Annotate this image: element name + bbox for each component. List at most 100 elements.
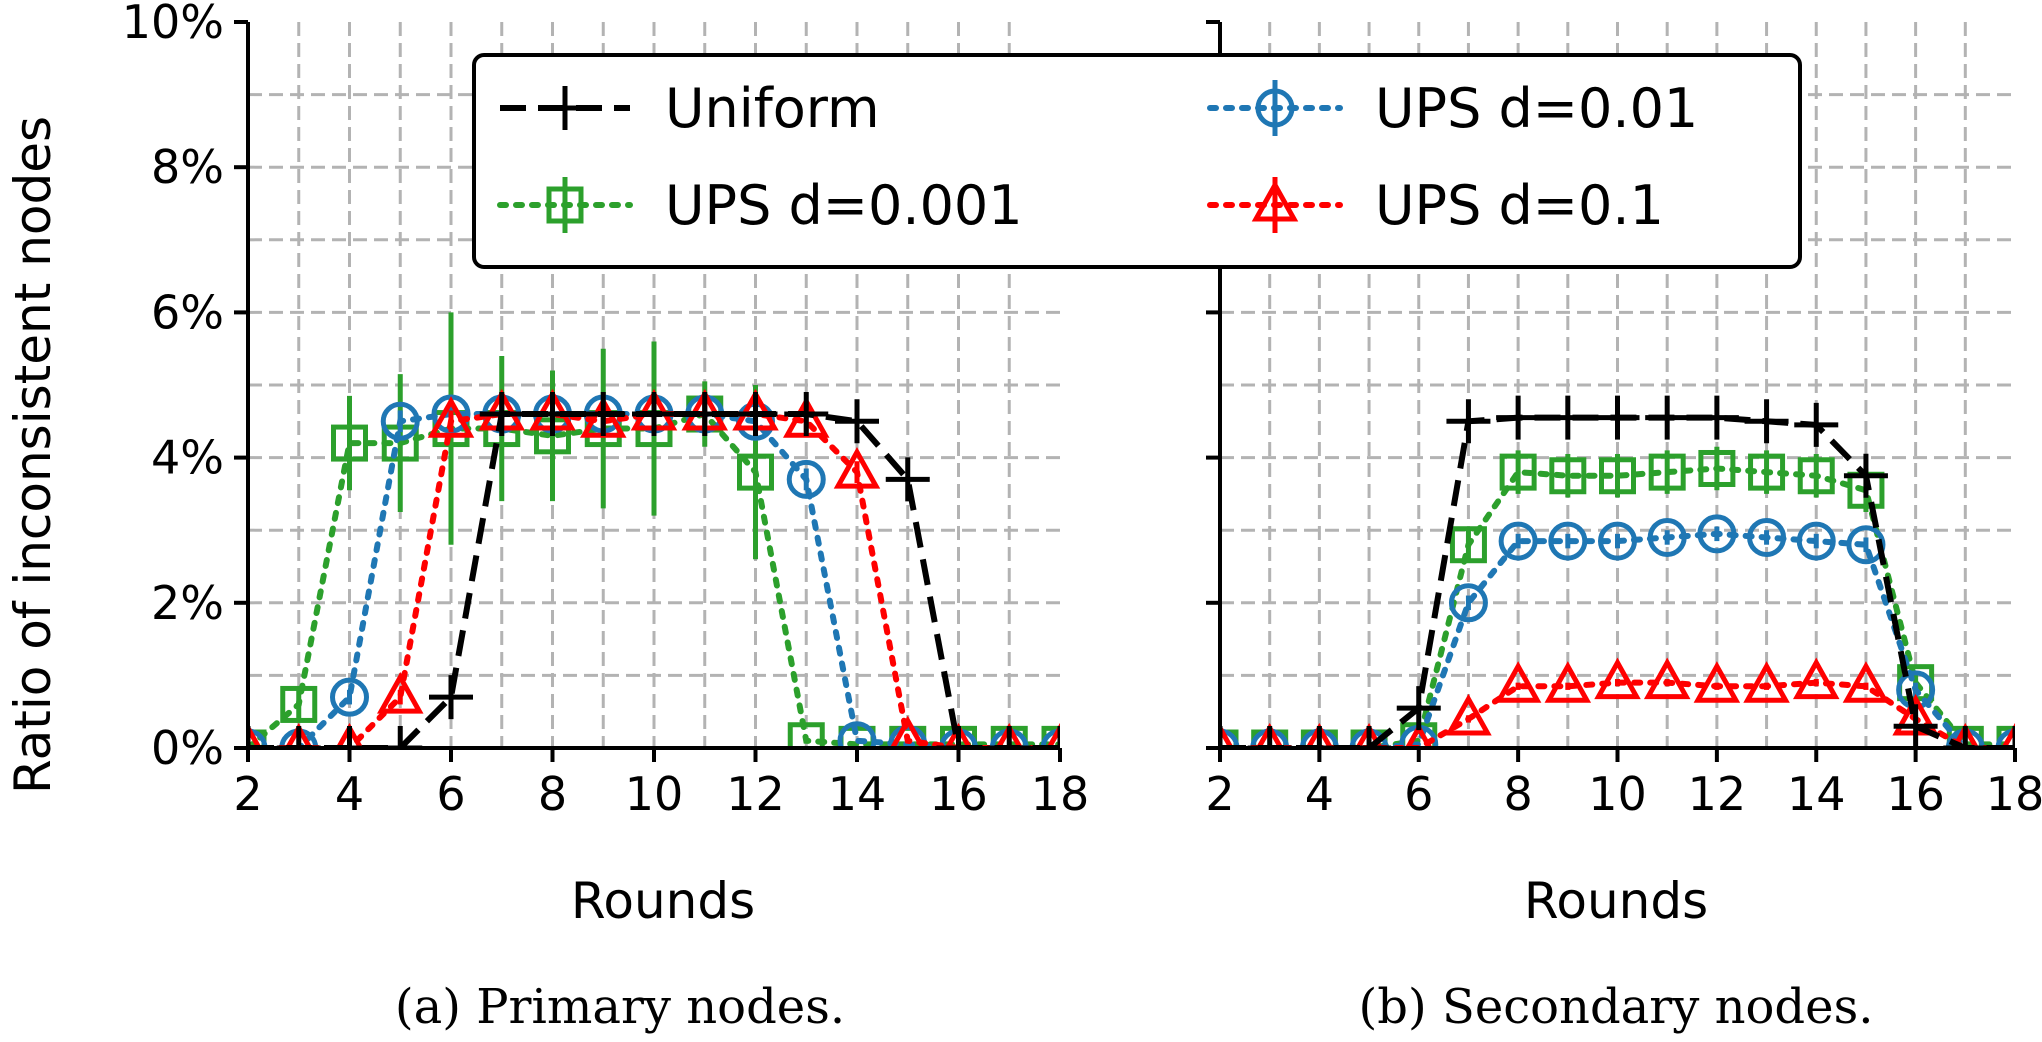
data-point-marker (378, 726, 423, 748)
data-point-marker (1748, 453, 1786, 491)
series-uniform (248, 392, 1060, 748)
x-tick-label: 4 (335, 767, 364, 821)
data-point-marker (276, 726, 321, 748)
legend-label: Uniform (665, 77, 880, 140)
data-point-marker (1743, 661, 1790, 703)
data-point-marker (1496, 395, 1541, 440)
data-point-marker (331, 424, 368, 462)
data-point-marker (833, 446, 881, 489)
data-point-marker (632, 392, 676, 437)
data-point-marker (1446, 399, 1491, 444)
legend-entry-ups-d-0-001: UPS d=0.001 (497, 174, 1023, 237)
data-point-marker (835, 399, 879, 444)
data-point-marker (1643, 657, 1691, 700)
data-point-marker (1647, 517, 1687, 557)
data-point-marker (581, 392, 626, 437)
x-tick-label: 12 (726, 767, 785, 821)
data-point-marker (936, 726, 981, 748)
data-point-marker (530, 392, 575, 437)
x-tick-label: 18 (1031, 767, 1090, 821)
x-axis-label-b: Rounds (1524, 872, 1708, 930)
data-point-marker (376, 672, 424, 714)
x-tick-label: 14 (1787, 767, 1846, 821)
caption-a: (a) Primary nodes. (395, 979, 845, 1035)
x-tick-label: 2 (1205, 767, 1234, 821)
data-point-marker (280, 685, 318, 723)
data-point-marker (1499, 453, 1537, 491)
data-point-marker (380, 401, 420, 441)
data-point-marker (1645, 395, 1690, 440)
legend-marker (546, 186, 584, 224)
data-point-marker (330, 677, 369, 717)
legend-marker (1255, 88, 1295, 128)
data-point-marker (1548, 521, 1588, 561)
data-point-marker (1498, 521, 1538, 561)
data-point-marker (479, 392, 524, 437)
data-point-marker (1347, 726, 1392, 748)
x-tick-label: 16 (929, 767, 988, 821)
data-point-marker (733, 392, 778, 437)
x-tick-label: 12 (1688, 767, 1747, 821)
legend-marker (543, 86, 587, 130)
data-point-marker (1544, 661, 1592, 703)
data-point-marker (1545, 395, 1590, 440)
data-point-marker (1747, 517, 1787, 557)
legend-entry-ups-d-0-1: UPS d=0.1 (1207, 174, 1664, 237)
legend-entry-ups-d-0-01: UPS d=0.01 (1207, 77, 1698, 140)
data-point-marker (1404, 722, 1433, 748)
data-point-marker (1598, 521, 1637, 561)
x-tick-label: 16 (1886, 767, 1945, 821)
legend-frame (472, 53, 1802, 269)
plot-area (1220, 395, 2015, 748)
data-point-marker (1297, 726, 1342, 748)
y-tick-label: 4% (151, 431, 224, 485)
data-point-marker (987, 726, 1032, 748)
legend: Uniform UPS d=0.01 UPS d=0.001 UPS d=0.1 (472, 53, 1802, 269)
data-point-marker (427, 396, 475, 438)
data-point-marker (327, 726, 372, 748)
legend-entry-uniform: Uniform (500, 77, 880, 140)
legend-marker (1251, 179, 1299, 222)
series-uniform (1220, 395, 2015, 748)
data-point-marker (784, 392, 829, 437)
data-point-marker (1449, 526, 1487, 564)
data-point-marker (1599, 457, 1636, 495)
data-point-marker (1247, 726, 1292, 748)
data-point-marker (1796, 521, 1836, 561)
data-point-marker (682, 392, 727, 437)
data-point-marker (786, 459, 826, 499)
data-point-marker (1846, 525, 1886, 565)
y-tick-label: 6% (151, 285, 224, 339)
x-tick-label: 6 (1404, 767, 1433, 821)
data-point-marker (1594, 657, 1641, 700)
data-point-marker (1595, 395, 1640, 440)
y-axis-label: Ratio of inconsistent nodes (4, 116, 62, 794)
data-point-marker (1843, 453, 1888, 498)
legend-label: UPS d=0.001 (665, 174, 1023, 237)
x-tick-label: 8 (538, 767, 567, 821)
data-point-marker (737, 453, 774, 491)
y-tick-label: 10% (122, 0, 224, 49)
y-tick-label: 2% (151, 576, 224, 630)
panel-b: 2 4 6 8 10 12 14 16 18 (1205, 20, 2042, 821)
data-point-marker (1396, 686, 1441, 731)
data-point-marker (1698, 449, 1736, 487)
data-point-marker (1893, 704, 1938, 748)
data-point-marker (1549, 457, 1587, 495)
y-tick-label: 0% (151, 721, 224, 775)
data-point-marker (837, 721, 877, 748)
data-point-marker (429, 675, 473, 720)
x-tick-label: 4 (1305, 767, 1334, 821)
data-point-marker (885, 457, 930, 502)
data-point-marker (1694, 395, 1739, 440)
data-point-marker (1943, 726, 1988, 748)
data-point-marker (1797, 457, 1835, 495)
x-tick-label: 8 (1503, 767, 1532, 821)
data-point-marker (1697, 514, 1737, 554)
x-tick-label: 10 (1588, 767, 1647, 821)
data-point-marker (1744, 399, 1789, 444)
data-point-marker (1648, 453, 1686, 491)
y-tick-label: 8% (151, 140, 224, 194)
data-point-marker (787, 722, 825, 748)
